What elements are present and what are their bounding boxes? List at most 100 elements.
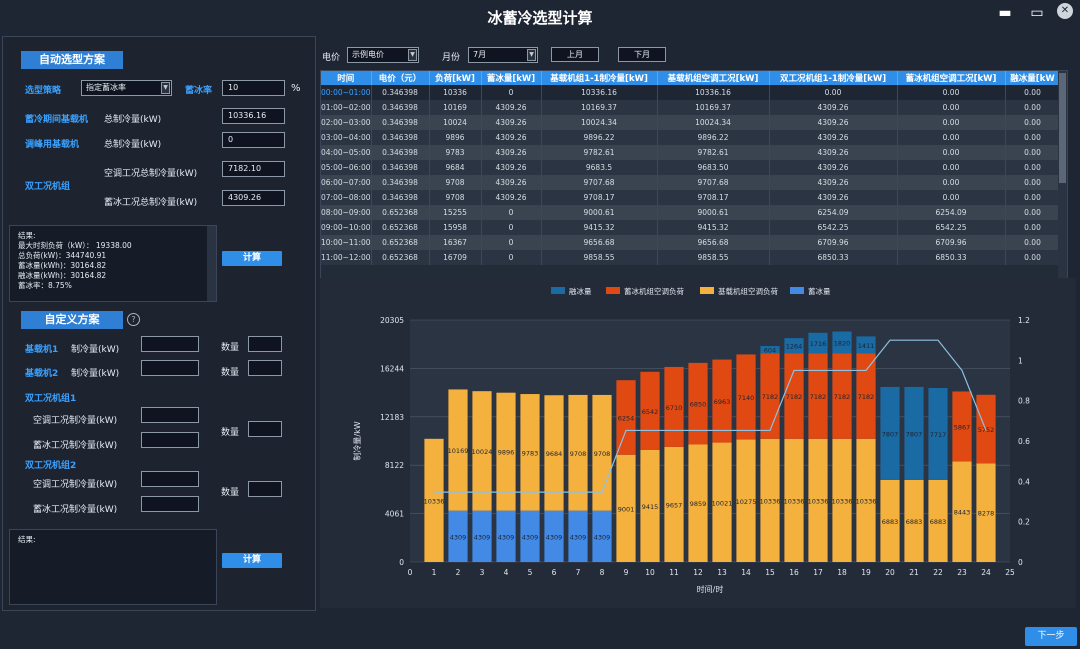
- x-axis-title: 时间/时: [697, 584, 724, 594]
- table-header-cell[interactable]: 蓄冰机组空调工况[kW]: [897, 71, 1006, 85]
- base2-qty-input[interactable]: [248, 360, 282, 376]
- bar-value-label: 6883: [882, 518, 899, 526]
- bar-segment: [592, 394, 612, 511]
- auto-calc-button[interactable]: 计算: [222, 251, 282, 266]
- table-header-cell[interactable]: 基载机组1-1制冷量[kW]: [541, 71, 658, 85]
- bar-value-label: 10169: [448, 447, 469, 455]
- table-cell: 6709.96: [769, 235, 898, 250]
- table-header-cell[interactable]: 双工况机组1-1制冷量[kW]: [769, 71, 898, 85]
- ice-total-label: 蓄冰工况总制冷量(kW): [104, 198, 198, 208]
- table-row[interactable]: 02:00~03:00 0.346398 10024 4309.26 10024.34 1…: [321, 115, 1061, 130]
- y-tick-label: 0: [399, 558, 404, 567]
- table-row[interactable]: 11:00~12:00 0.652368 16709 0 9858.55 9858.55 6…: [321, 250, 1061, 265]
- table-cell: 11:00~12:00: [321, 250, 372, 265]
- ac-total-input[interactable]: 7182.10: [222, 161, 285, 177]
- result-scrollbar[interactable]: [207, 226, 216, 301]
- bar-segment: [832, 438, 852, 562]
- table-cell: 10169.37: [541, 100, 658, 115]
- table-row[interactable]: 07:00~08:00 0.346398 9708 4309.26 9708.17 970…: [321, 190, 1061, 205]
- table-cell: 9000.61: [657, 205, 770, 220]
- bar-value-label: 10336: [856, 497, 877, 505]
- x-tick-label: 11: [669, 568, 679, 577]
- dual1-ac-input[interactable]: [141, 407, 199, 423]
- custom-calc-button[interactable]: 计算: [222, 553, 282, 568]
- dual1-ac-label: 空调工况制冷量(kW): [33, 416, 118, 426]
- help-icon[interactable]: ?: [127, 313, 140, 326]
- bar-segment: [424, 438, 444, 562]
- bar-value-label: 9708: [570, 450, 587, 458]
- table-cell: 9782.61: [541, 145, 658, 160]
- next-step-button[interactable]: 下一步: [1025, 627, 1077, 646]
- close-icon[interactable]: ✕: [1057, 3, 1073, 19]
- table-row[interactable]: 04:00~05:00 0.346398 9783 4309.26 9782.61 978…: [321, 145, 1061, 160]
- dual2-qty-input[interactable]: [248, 481, 282, 497]
- bar-value-label: 9708: [594, 450, 611, 458]
- table-row[interactable]: 00:00~01:00 0.346398 10336 0 10336.16 10336.1…: [321, 85, 1061, 100]
- table-cell: 9783: [429, 145, 482, 160]
- x-tick-label: 20: [885, 568, 895, 577]
- total-cooling-input[interactable]: 10336.16: [222, 108, 285, 124]
- y-tick-label: 16244: [380, 364, 404, 373]
- base2-cap-input[interactable]: [141, 360, 199, 376]
- dual2-ice-input[interactable]: [141, 496, 199, 512]
- bar-segment: [496, 510, 516, 562]
- next-month-button[interactable]: 下月: [618, 47, 666, 62]
- base1-cap-input[interactable]: [141, 336, 199, 352]
- y2-tick-label: 1.2: [1018, 316, 1030, 325]
- legend-swatch: [790, 287, 804, 294]
- table-header-cell[interactable]: 蓄冰量[kW]: [481, 71, 542, 85]
- table-cell: 0.00: [897, 190, 1006, 205]
- minimize-icon[interactable]: ▬: [998, 5, 1012, 21]
- table-vertical-scrollbar[interactable]: [1058, 71, 1067, 292]
- month-select[interactable]: 7月 ▼: [468, 47, 538, 63]
- table-cell: 9683.50: [657, 160, 770, 175]
- table-row[interactable]: 06:00~07:00 0.346398 9708 4309.26 9707.68 970…: [321, 175, 1061, 190]
- table-header-cell[interactable]: 负荷[kW]: [429, 71, 482, 85]
- table-cell: 0.652368: [371, 220, 430, 235]
- chevron-down-icon: ▼: [408, 49, 417, 61]
- table-row[interactable]: 08:00~09:00 0.652368 15255 0 9000.61 9000.61 6…: [321, 205, 1061, 220]
- peak-total-input[interactable]: 0: [222, 132, 285, 148]
- table-row[interactable]: 10:00~11:00 0.652368 16367 0 9656.68 9656.68 6…: [321, 235, 1061, 250]
- strategy-select[interactable]: 指定蓄冰率 ▼: [81, 80, 172, 96]
- y-tick-label: 20305: [380, 316, 404, 325]
- bar-value-label: 10336: [832, 497, 853, 505]
- bar-segment: [688, 362, 708, 445]
- bar-segment: [832, 353, 852, 439]
- bar-segment: [664, 366, 684, 447]
- table-header-cell[interactable]: 基载机组空调工况[kW]: [657, 71, 770, 85]
- table-cell: 09:00~10:00: [321, 220, 372, 235]
- ice-total-input[interactable]: 4309.26: [222, 190, 285, 206]
- dual1-qty-input[interactable]: [248, 421, 282, 437]
- legend-label: 蓄冰量: [808, 286, 831, 296]
- ice-rate-input[interactable]: 10: [222, 80, 285, 96]
- price-select[interactable]: 示例电价 ▼: [347, 47, 419, 63]
- table-cell: 9656.68: [541, 235, 658, 250]
- dual1-ice-input[interactable]: [141, 432, 199, 448]
- table-header-cell[interactable]: 融冰量[kW: [1005, 71, 1061, 85]
- table-row[interactable]: 03:00~04:00 0.346398 9896 4309.26 9896.22 989…: [321, 130, 1061, 145]
- dual2-ac-input[interactable]: [141, 471, 199, 487]
- table-cell: 9708.17: [657, 190, 770, 205]
- result-line: 最大时刻负荷（kW）： 19338.00: [18, 241, 132, 250]
- table-row[interactable]: 05:00~06:00 0.346398 9684 4309.26 9683.5 9683…: [321, 160, 1061, 175]
- bar-segment: [640, 449, 660, 562]
- auto-result-box: 结果: 最大时刻负荷（kW）： 19338.00 总负荷(kW)：344740.…: [9, 225, 217, 302]
- x-tick-label: 19: [861, 568, 871, 577]
- dual1-label: 双工况机组1: [25, 394, 77, 404]
- bar-value-label: 6710: [666, 404, 683, 412]
- app-title: 冰蓄冷选型计算: [487, 9, 593, 27]
- bar-segment: [544, 395, 564, 511]
- table-header-cell[interactable]: 电价（元）: [371, 71, 430, 85]
- table-cell: 0.00: [1005, 205, 1061, 220]
- base1-qty-input[interactable]: [248, 336, 282, 352]
- scroll-thumb[interactable]: [1059, 73, 1066, 183]
- table-cell: 0.00: [1005, 175, 1061, 190]
- bar-value-label: 6850: [690, 401, 707, 409]
- x-tick-label: 1: [432, 568, 437, 577]
- table-row[interactable]: 01:00~02:00 0.346398 10169 4309.26 10169.37 1…: [321, 100, 1061, 115]
- table-row[interactable]: 09:00~10:00 0.652368 15958 0 9415.32 9415.32 6…: [321, 220, 1061, 235]
- table-header-cell[interactable]: 时间: [321, 71, 372, 85]
- prev-month-button[interactable]: 上月: [551, 47, 599, 62]
- maximize-icon[interactable]: ▭: [1030, 5, 1044, 21]
